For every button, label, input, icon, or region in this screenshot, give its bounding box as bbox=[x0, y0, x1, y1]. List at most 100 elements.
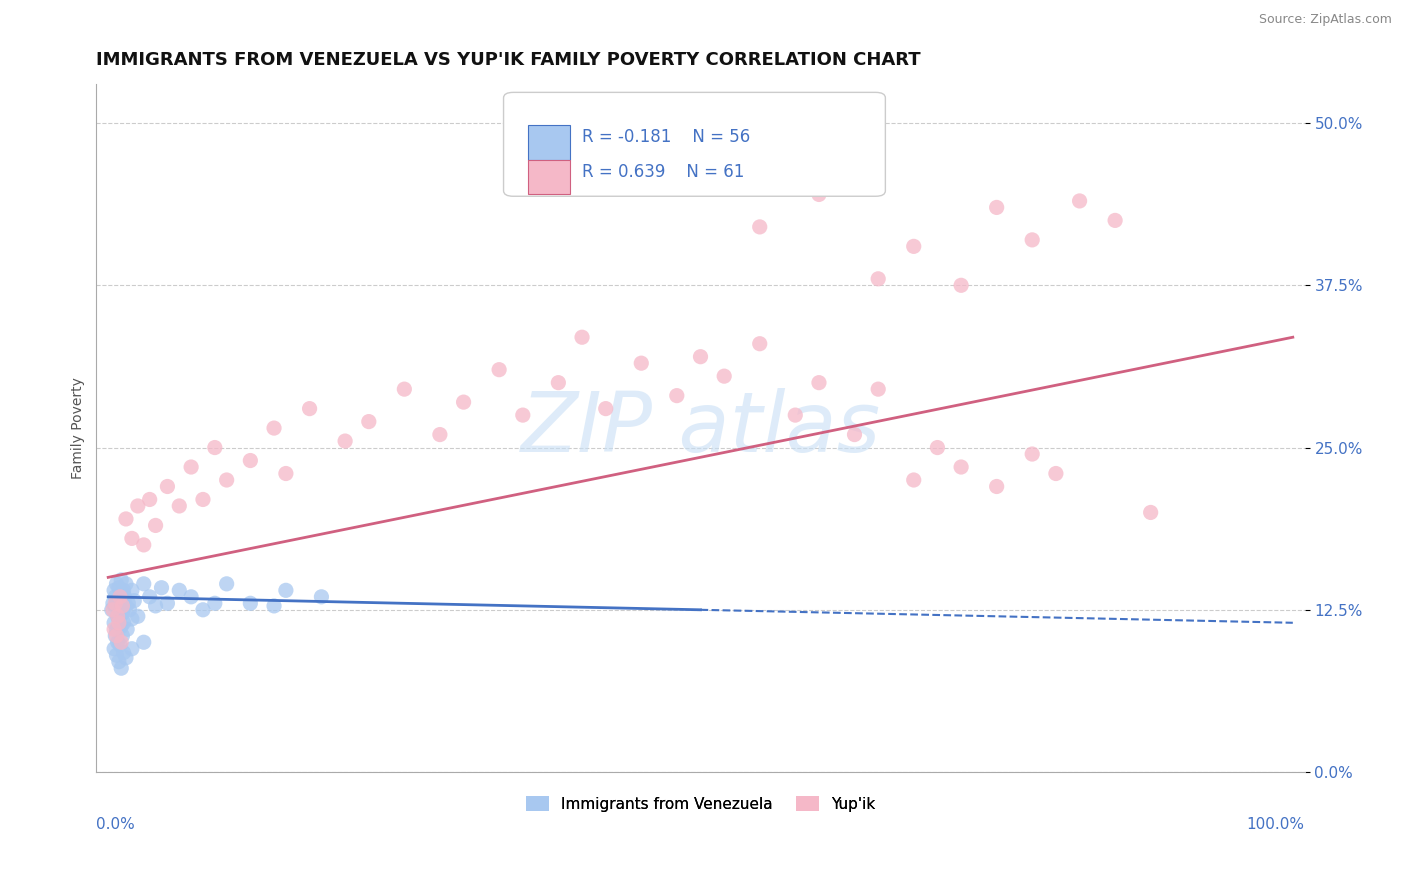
Point bbox=[105, 629, 128, 643]
Point bbox=[132, 577, 155, 591]
Point bbox=[844, 427, 866, 442]
Point bbox=[868, 272, 890, 286]
Point bbox=[950, 460, 973, 475]
Point bbox=[104, 590, 127, 604]
Point bbox=[180, 460, 202, 475]
Y-axis label: Family Poverty: Family Poverty bbox=[72, 377, 86, 479]
Point bbox=[239, 596, 262, 610]
Text: R = 0.639    N = 61: R = 0.639 N = 61 bbox=[582, 163, 744, 181]
Point bbox=[115, 512, 138, 526]
Point bbox=[950, 278, 973, 293]
Point bbox=[311, 590, 333, 604]
Point bbox=[204, 596, 226, 610]
Point bbox=[105, 577, 128, 591]
Point bbox=[595, 401, 617, 416]
Point bbox=[150, 581, 173, 595]
Point bbox=[333, 434, 356, 448]
Point bbox=[630, 356, 652, 370]
Point bbox=[1021, 233, 1043, 247]
Point bbox=[112, 583, 135, 598]
Point bbox=[110, 620, 132, 634]
Point bbox=[903, 239, 925, 253]
Point bbox=[122, 593, 145, 607]
Text: R = -0.181    N = 56: R = -0.181 N = 56 bbox=[582, 128, 751, 146]
Point bbox=[713, 369, 735, 384]
Point bbox=[111, 629, 134, 643]
Point bbox=[115, 599, 138, 613]
Point bbox=[108, 655, 131, 669]
Point bbox=[488, 362, 510, 376]
Point bbox=[145, 518, 167, 533]
Point bbox=[114, 590, 136, 604]
Point bbox=[104, 629, 127, 643]
Point bbox=[111, 607, 134, 621]
Point bbox=[118, 603, 141, 617]
Point bbox=[453, 395, 475, 409]
Text: IMMIGRANTS FROM VENEZUELA VS YUP'IK FAMILY POVERTY CORRELATION CHART: IMMIGRANTS FROM VENEZUELA VS YUP'IK FAMI… bbox=[97, 51, 921, 69]
Point bbox=[107, 609, 129, 624]
Text: Source: ZipAtlas.com: Source: ZipAtlas.com bbox=[1258, 13, 1392, 27]
Point bbox=[111, 586, 134, 600]
Point bbox=[107, 609, 129, 624]
Point bbox=[132, 538, 155, 552]
Legend: Immigrants from Venezuela, Yup'ik: Immigrants from Venezuela, Yup'ik bbox=[519, 789, 883, 820]
Point bbox=[110, 635, 132, 649]
Point bbox=[689, 350, 711, 364]
Point bbox=[121, 532, 143, 546]
Point bbox=[108, 581, 131, 595]
Point bbox=[215, 473, 238, 487]
Point bbox=[263, 599, 285, 613]
Point bbox=[108, 590, 131, 604]
Point bbox=[215, 577, 238, 591]
Point bbox=[115, 622, 138, 636]
FancyBboxPatch shape bbox=[503, 93, 886, 196]
Point bbox=[117, 596, 139, 610]
Point bbox=[100, 603, 122, 617]
Point bbox=[111, 599, 134, 613]
Point bbox=[785, 408, 807, 422]
Point bbox=[103, 641, 125, 656]
Point bbox=[121, 612, 143, 626]
Point bbox=[986, 201, 1008, 215]
Point bbox=[547, 376, 569, 390]
Point bbox=[512, 408, 534, 422]
Point bbox=[127, 609, 149, 624]
Point bbox=[180, 590, 202, 604]
Point bbox=[110, 573, 132, 587]
Point bbox=[115, 577, 138, 591]
Point bbox=[748, 336, 770, 351]
Point bbox=[807, 376, 830, 390]
Point bbox=[105, 622, 128, 636]
Point bbox=[429, 427, 451, 442]
Point bbox=[101, 603, 124, 617]
Point bbox=[127, 499, 149, 513]
Point bbox=[748, 219, 770, 234]
Point bbox=[104, 596, 127, 610]
Point bbox=[110, 661, 132, 675]
Point bbox=[103, 583, 125, 598]
Point bbox=[986, 479, 1008, 493]
Point bbox=[121, 641, 143, 656]
Point bbox=[156, 479, 179, 493]
Point bbox=[101, 596, 124, 610]
Point bbox=[169, 499, 191, 513]
Text: 100.0%: 100.0% bbox=[1247, 817, 1305, 832]
Point bbox=[107, 635, 129, 649]
Point bbox=[108, 596, 131, 610]
Point bbox=[191, 492, 214, 507]
Point bbox=[104, 599, 127, 613]
Point bbox=[169, 583, 191, 598]
Point bbox=[204, 441, 226, 455]
Point bbox=[1104, 213, 1126, 227]
Point bbox=[298, 401, 321, 416]
Point bbox=[927, 441, 949, 455]
Point bbox=[571, 330, 593, 344]
Point bbox=[239, 453, 262, 467]
Point bbox=[274, 467, 297, 481]
Point bbox=[274, 583, 297, 598]
Point bbox=[138, 590, 160, 604]
Point bbox=[868, 382, 890, 396]
Point bbox=[1069, 194, 1091, 208]
Point bbox=[807, 187, 830, 202]
FancyBboxPatch shape bbox=[527, 125, 569, 160]
